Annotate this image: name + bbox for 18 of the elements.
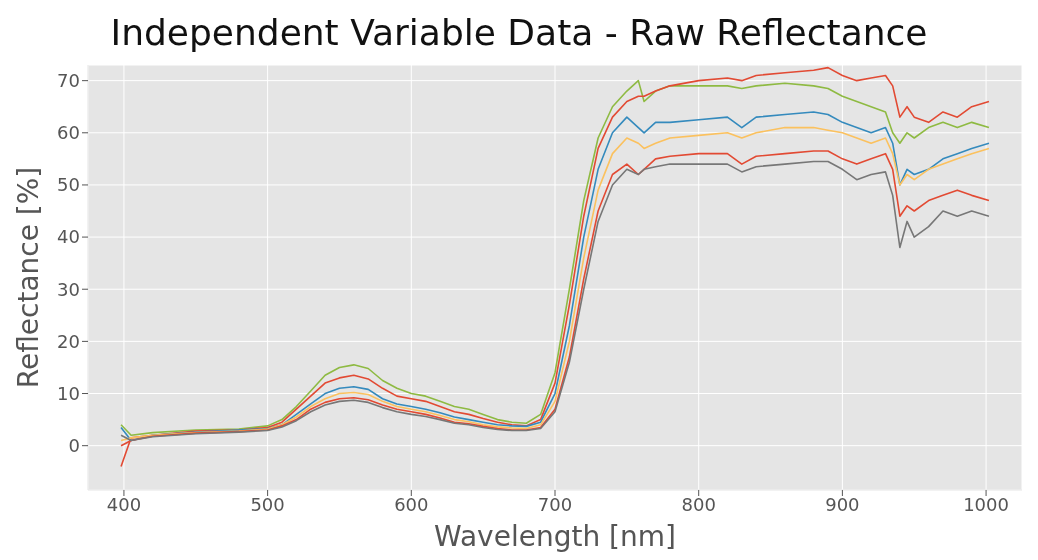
y-tick-label: 0 <box>68 435 80 457</box>
x-tick-label: 1000 <box>963 493 1009 515</box>
y-tick-label: 60 <box>57 122 80 144</box>
y-tick-label: 10 <box>57 382 80 404</box>
y-tick-label: 50 <box>57 174 80 196</box>
x-tick-label: 700 <box>537 493 573 515</box>
x-tick-label: 800 <box>681 493 716 515</box>
y-tick-label: 30 <box>57 278 80 300</box>
y-tick-label: 20 <box>57 330 80 352</box>
y-tick-label: 70 <box>57 70 80 92</box>
x-tick-label: 900 <box>825 493 860 515</box>
x-axis-title: Wavelength [nm] <box>434 520 676 553</box>
y-tick-label: 40 <box>57 226 80 248</box>
chart-title: Independent Variable Data - Raw Reflectance <box>109 11 929 55</box>
y-axis-title: Reflectance [%] <box>11 166 45 389</box>
x-tick-label: 400 <box>106 493 142 515</box>
x-tick-label: 600 <box>394 493 429 515</box>
x-tick-label: 500 <box>250 493 285 515</box>
